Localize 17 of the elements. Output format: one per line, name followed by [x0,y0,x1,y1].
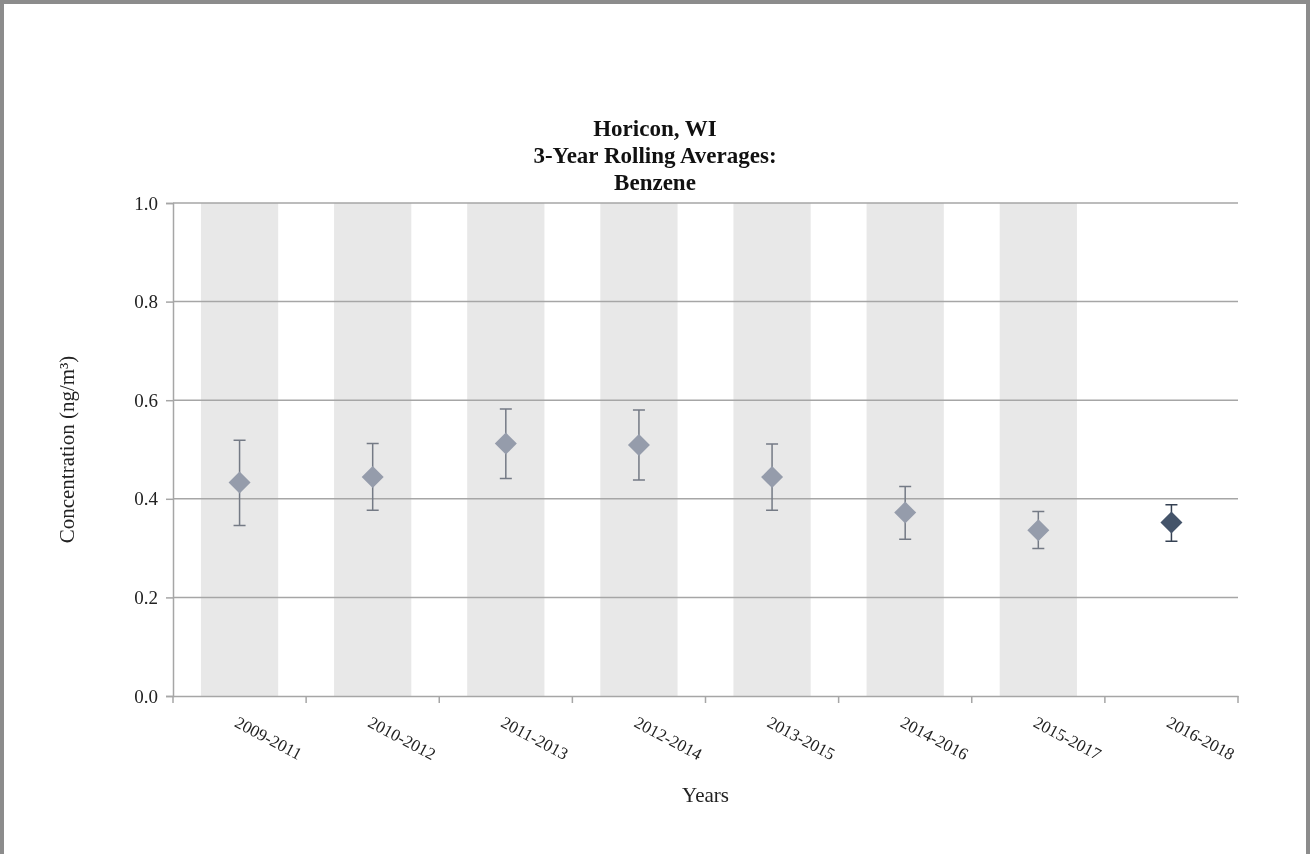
point [494,432,517,455]
chart-title: Horicon, WI 3-Year Rolling Averages: Benzene [533,116,777,195]
point [894,501,917,524]
y-tick-label: 0.4 [134,488,159,510]
point [361,466,384,489]
point [228,471,251,494]
point [627,434,650,457]
y-tick-label: 0.2 [134,586,158,608]
y-axis-title: Concentration (ng/m³) [55,355,79,544]
point [1027,519,1050,542]
y-tick-label: 0.0 [134,685,158,707]
point [761,466,784,489]
point [1160,511,1183,534]
y-tick-label: 0.6 [134,389,158,411]
y-tick-label: 1.0 [134,192,158,214]
y-tick-label: 0.8 [134,291,158,313]
x-axis-title: Years [682,783,729,807]
